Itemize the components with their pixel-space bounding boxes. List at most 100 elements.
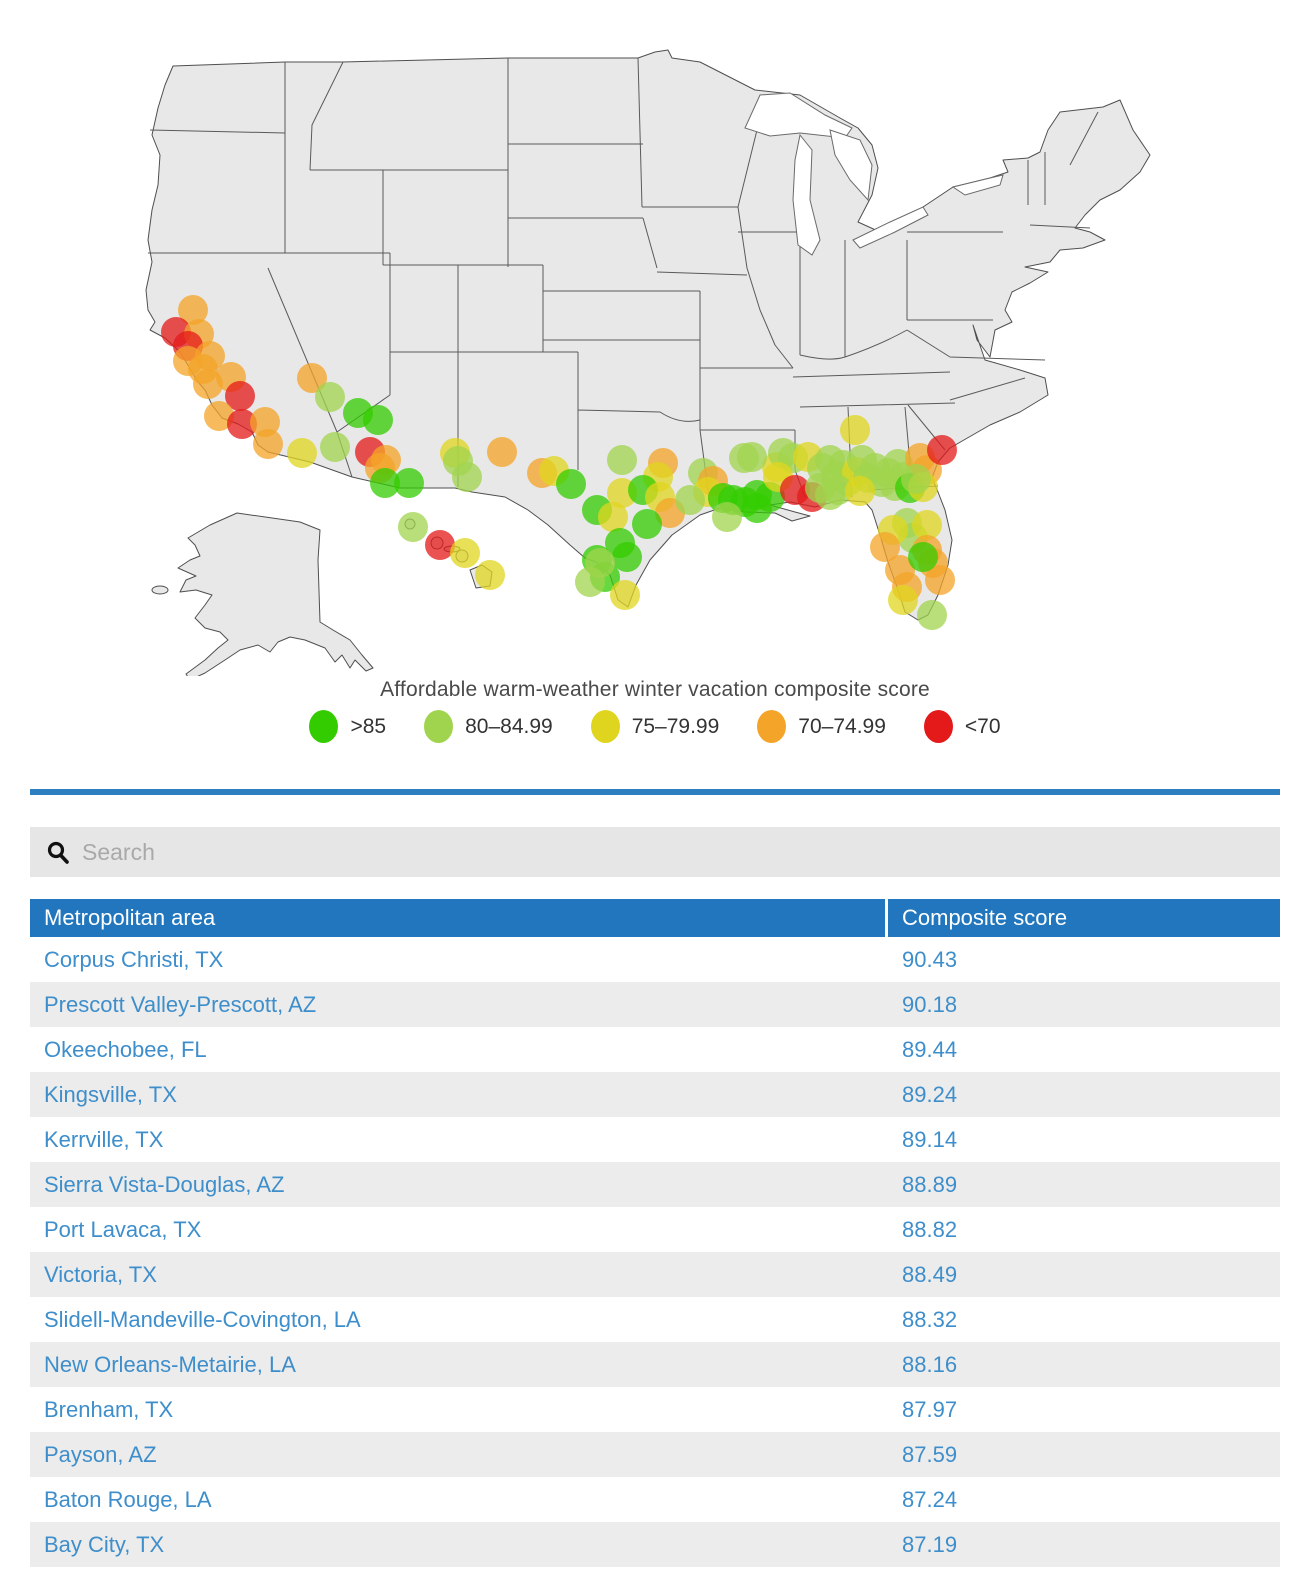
legend-label: 70–74.99 [798, 714, 886, 738]
alaska-outline [177, 512, 374, 676]
metro-dot[interactable] [315, 382, 345, 412]
table-row[interactable]: Victoria, TX 88.49 [30, 1252, 1280, 1297]
metro-dot[interactable] [450, 538, 480, 568]
score-cell: 89.44 [902, 1036, 958, 1062]
column-header-score[interactable]: Composite score [888, 899, 1280, 937]
metro-dot[interactable] [398, 512, 428, 542]
table-row[interactable]: Baton Rouge, LA 87.24 [30, 1477, 1280, 1522]
us-map-svg [145, 49, 1151, 676]
metro-dot[interactable] [487, 437, 517, 467]
metro-dot[interactable] [612, 542, 642, 572]
table-row[interactable]: Brenham, TX 87.97 [30, 1387, 1280, 1432]
metro-cell[interactable]: Okeechobee, FL [44, 1036, 207, 1062]
metro-cell[interactable]: Bay City, TX [30, 1522, 888, 1567]
metro-dot[interactable] [925, 565, 955, 595]
legend-swatch [590, 710, 620, 743]
legend-label: 80–84.99 [465, 714, 553, 738]
metro-dot[interactable] [178, 295, 208, 325]
metro-dot[interactable] [737, 442, 767, 472]
metro-dot[interactable] [870, 532, 900, 562]
search-icon [47, 841, 69, 864]
metro-dot[interactable] [927, 435, 957, 465]
metro-cell[interactable]: Baton Rouge, LA [44, 1486, 212, 1512]
legend-swatch [923, 710, 953, 743]
metro-dot[interactable] [250, 407, 280, 437]
legend-title: Affordable warm-weather winter vacation … [380, 678, 930, 701]
metro-cell[interactable]: Kingsville, TX [30, 1072, 888, 1117]
table-row[interactable]: Sierra Vista-Douglas, AZ 88.89 [30, 1162, 1280, 1207]
metro-dot[interactable] [607, 445, 637, 475]
metro-dot[interactable] [253, 429, 283, 459]
table-row[interactable]: Bay City, TX 87.19 [30, 1522, 1280, 1567]
metro-dot[interactable] [297, 363, 327, 393]
score-cell: 87.97 [902, 1396, 958, 1422]
column-header-metro[interactable]: Metropolitan area [30, 899, 888, 937]
us-map [0, 0, 1310, 676]
metro-dot[interactable] [227, 409, 257, 439]
legend-swatch [424, 710, 454, 743]
table-row[interactable]: New Orleans-Metairie, LA 88.16 [30, 1342, 1280, 1387]
metro-cell[interactable]: Port Lavaca, TX [44, 1216, 202, 1242]
metro-cell[interactable]: Victoria, TX [30, 1252, 888, 1297]
metro-cell[interactable]: Corpus Christi, TX [44, 946, 224, 972]
metro-dot[interactable] [823, 475, 853, 505]
metro-dot[interactable] [452, 462, 482, 492]
metro-cell[interactable]: Payson, AZ [30, 1432, 888, 1477]
table-row[interactable]: Corpus Christi, TX 90.43 [30, 937, 1280, 982]
table-row[interactable]: Port Lavaca, TX 88.82 [30, 1207, 1280, 1252]
metro-dot[interactable] [320, 432, 350, 462]
table-header-row: Metropolitan area Composite score [30, 899, 1280, 937]
metro-dot[interactable] [475, 560, 505, 590]
table-row[interactable]: Kerrville, TX 89.14 [30, 1117, 1280, 1162]
metro-dot[interactable] [845, 476, 875, 506]
score-cell: 88.32 [902, 1306, 958, 1332]
metro-dot[interactable] [193, 369, 223, 399]
metro-cell[interactable]: Prescott Valley-Prescott, AZ [30, 982, 888, 1027]
legend-item: 70–74.99 [757, 710, 886, 743]
legend-swatch [309, 710, 339, 743]
metro-dot[interactable] [394, 468, 424, 498]
metro-dot[interactable] [712, 502, 742, 532]
score-cell: 88.16 [888, 1342, 1280, 1387]
metro-cell[interactable]: New Orleans-Metairie, LA [30, 1342, 888, 1387]
table-row[interactable]: Payson, AZ 87.59 [30, 1432, 1280, 1477]
table-row[interactable]: Slidell-Mandeville-Covington, LA 88.32 [30, 1297, 1280, 1342]
lake-erie [852, 206, 929, 249]
legend-item: 80–84.99 [424, 710, 553, 743]
metro-dot[interactable] [917, 600, 947, 630]
metro-dot[interactable] [632, 509, 662, 539]
metro-cell[interactable]: Sierra Vista-Douglas, AZ [30, 1162, 888, 1207]
search-bar[interactable] [30, 827, 1280, 877]
metro-dot[interactable] [287, 438, 317, 468]
metro-cell[interactable]: Brenham, TX [44, 1396, 174, 1422]
lake-ontario [951, 174, 1004, 196]
metro-cell[interactable]: Kerrville, TX [44, 1126, 164, 1152]
metro-dot[interactable] [425, 530, 455, 560]
scores-table: Metropolitan area Composite score Corpus… [30, 899, 1280, 1567]
metro-dot[interactable] [840, 415, 870, 445]
metro-dot[interactable] [598, 502, 628, 532]
metro-cell[interactable]: Slidell-Mandeville-Covington, LA [44, 1306, 361, 1332]
lake-superior [744, 92, 853, 139]
section-divider [30, 789, 1280, 795]
metro-dot[interactable] [610, 580, 640, 610]
metro-dot[interactable] [575, 567, 605, 597]
lake-michigan [792, 133, 821, 256]
search-input[interactable] [80, 837, 1264, 867]
metro-dot[interactable] [370, 468, 400, 498]
metro-dot[interactable] [675, 485, 705, 515]
metro-dot[interactable] [908, 542, 938, 572]
metro-dot[interactable] [204, 401, 234, 431]
table-row[interactable]: Prescott Valley-Prescott, AZ 90.18 [30, 982, 1280, 1027]
metro-dot[interactable] [363, 405, 393, 435]
metro-dot[interactable] [888, 585, 918, 615]
legend-label: 75–79.99 [631, 714, 720, 738]
metro-dot[interactable] [901, 464, 931, 494]
table-row[interactable]: Okeechobee, FL 89.44 [30, 1027, 1280, 1072]
score-cell: 89.14 [902, 1126, 958, 1152]
score-cell: 87.19 [888, 1522, 1280, 1567]
metro-dot[interactable] [912, 510, 942, 540]
table-row[interactable]: Kingsville, TX 89.24 [30, 1072, 1280, 1117]
metro-dot[interactable] [225, 381, 255, 411]
metro-dot[interactable] [556, 469, 586, 499]
